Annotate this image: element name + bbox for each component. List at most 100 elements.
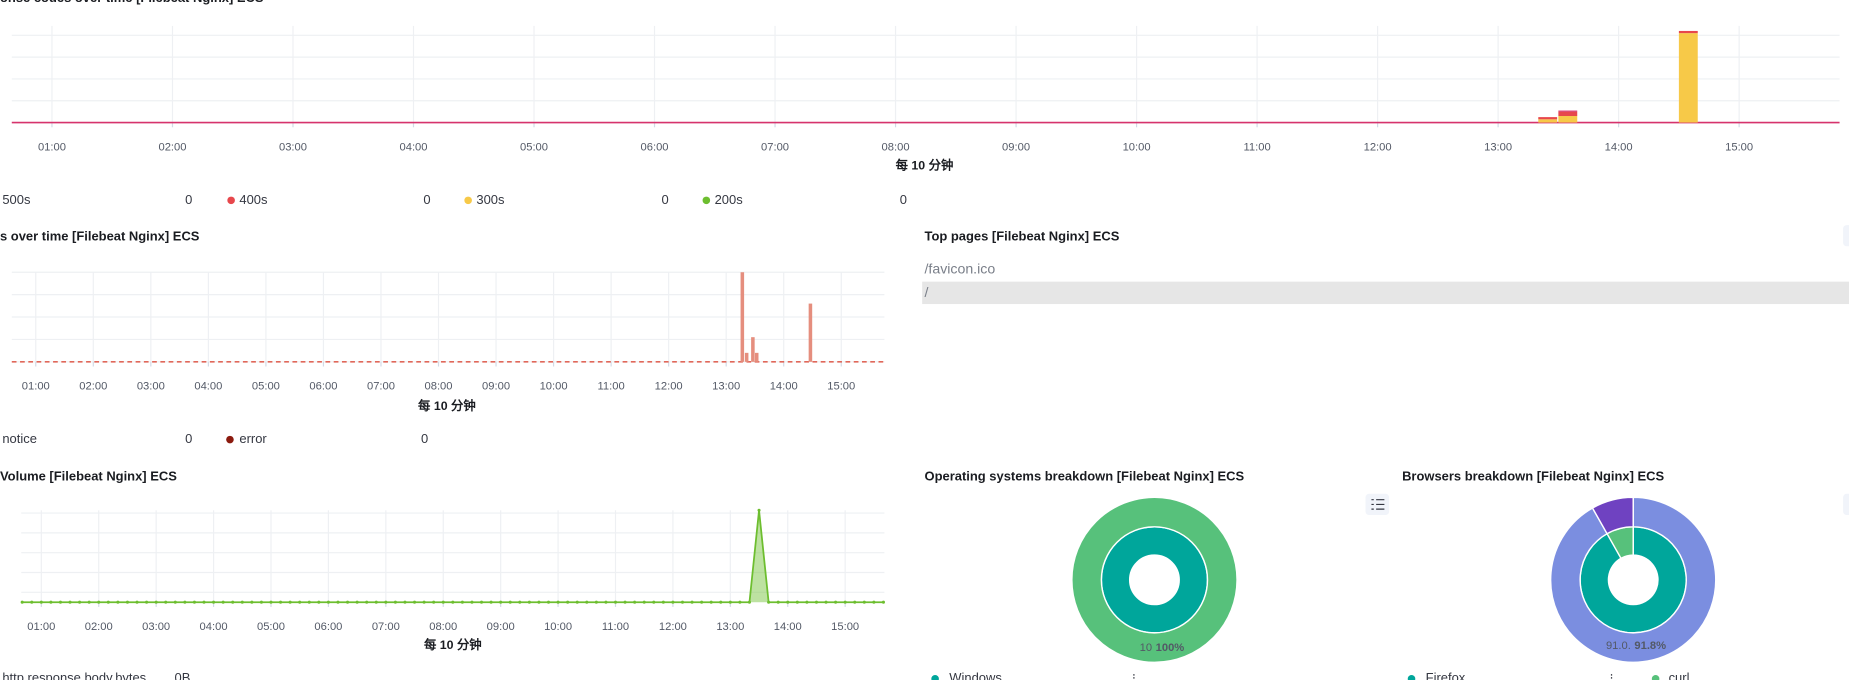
bar bbox=[1558, 116, 1578, 123]
x-tick-label: 01:00 bbox=[38, 141, 66, 153]
point bbox=[202, 600, 206, 604]
point bbox=[776, 600, 780, 604]
point bbox=[805, 600, 809, 604]
point bbox=[298, 600, 302, 604]
point bbox=[68, 600, 72, 604]
point bbox=[546, 600, 551, 604]
point bbox=[307, 600, 311, 604]
point bbox=[872, 600, 876, 604]
x-tick-label: 09:00 bbox=[487, 621, 515, 633]
point bbox=[183, 600, 187, 604]
x-tick-label: 14:00 bbox=[774, 621, 802, 633]
legend-value: 0 bbox=[185, 431, 192, 446]
x-tick-label: 07:00 bbox=[372, 621, 400, 633]
point bbox=[834, 600, 838, 604]
point bbox=[269, 600, 273, 604]
x-tick-label: 09:00 bbox=[1002, 141, 1030, 153]
x-tick-label: 05:00 bbox=[520, 141, 548, 153]
x-tick-label: 07:00 bbox=[761, 141, 789, 153]
point bbox=[20, 600, 24, 604]
x-tick-label: 06:00 bbox=[641, 141, 669, 153]
point bbox=[527, 600, 531, 604]
x-tick-label: 15:00 bbox=[827, 381, 855, 393]
point bbox=[422, 600, 426, 604]
point bbox=[403, 600, 407, 604]
legend-value: 0B bbox=[175, 670, 191, 680]
point bbox=[709, 600, 713, 604]
point bbox=[49, 600, 53, 604]
x-tick-label: 02:00 bbox=[158, 141, 186, 153]
point bbox=[116, 600, 120, 604]
point bbox=[212, 600, 216, 604]
x-tick-label: 04:00 bbox=[200, 621, 228, 633]
x-axis-title: 每 10 分钟 bbox=[418, 398, 476, 413]
point bbox=[633, 600, 637, 604]
bar bbox=[1558, 110, 1578, 112]
point bbox=[585, 600, 589, 604]
bar bbox=[1678, 30, 1698, 34]
x-tick-label: 04:00 bbox=[399, 141, 427, 153]
point bbox=[556, 600, 560, 604]
page-row[interactable]: / bbox=[925, 284, 929, 300]
legend-label: 300s bbox=[476, 192, 505, 207]
legend-label: 200s bbox=[715, 192, 744, 207]
point bbox=[795, 600, 799, 604]
bar bbox=[1538, 117, 1558, 120]
legend-label: 500s bbox=[2, 192, 31, 207]
x-tick-label: 06:00 bbox=[314, 621, 342, 633]
point bbox=[326, 600, 330, 604]
legend-label: error bbox=[239, 431, 267, 446]
point bbox=[594, 600, 598, 604]
point bbox=[393, 600, 397, 604]
legend-toggle[interactable] bbox=[1365, 493, 1390, 516]
point bbox=[881, 600, 885, 604]
point bbox=[78, 600, 82, 604]
slice-percent: 100% bbox=[1156, 642, 1185, 654]
x-tick-label: 08:00 bbox=[882, 141, 910, 153]
point bbox=[575, 600, 579, 604]
chart-title: Browsers breakdown [Filebeat Nginx] ECS bbox=[1402, 469, 1664, 484]
point bbox=[125, 600, 129, 604]
bar bbox=[754, 352, 759, 362]
point bbox=[460, 600, 464, 604]
point bbox=[767, 600, 771, 604]
edge-button[interactable] bbox=[1843, 493, 1849, 516]
point bbox=[824, 600, 828, 604]
point bbox=[374, 600, 378, 604]
x-tick-label: 14:00 bbox=[1605, 141, 1633, 153]
point bbox=[719, 600, 723, 604]
legend-icon[interactable]: ⁝ bbox=[1610, 672, 1614, 680]
page-row[interactable]: /favicon.ico bbox=[925, 261, 996, 277]
point bbox=[432, 600, 436, 604]
x-tick-label: 12:00 bbox=[659, 621, 687, 633]
bar bbox=[1538, 119, 1558, 123]
point bbox=[738, 600, 742, 604]
legend-dot bbox=[1651, 675, 1660, 680]
x-tick-label: 15:00 bbox=[1725, 141, 1753, 153]
point bbox=[690, 600, 694, 604]
x-tick-label: 10:00 bbox=[544, 621, 572, 633]
x-tick-label: 13:00 bbox=[1484, 141, 1512, 153]
pie-slice bbox=[1591, 496, 1634, 535]
x-axis-title: 每 10 分钟 bbox=[896, 157, 954, 172]
legend-icon[interactable]: ⁝ bbox=[1132, 672, 1136, 680]
edge-button[interactable] bbox=[1843, 225, 1849, 247]
point bbox=[814, 600, 818, 604]
x-tick-label: 01:00 bbox=[27, 621, 55, 633]
point bbox=[479, 600, 484, 604]
legend-label: Firefox bbox=[1426, 670, 1466, 680]
point bbox=[346, 600, 350, 604]
point bbox=[470, 600, 474, 604]
point bbox=[757, 508, 761, 512]
point bbox=[518, 600, 522, 604]
point bbox=[135, 600, 139, 604]
point bbox=[231, 600, 235, 604]
point bbox=[623, 600, 627, 604]
x-tick-label: 03:00 bbox=[137, 381, 165, 393]
point bbox=[154, 600, 158, 604]
point bbox=[652, 600, 656, 604]
legend-value: 0 bbox=[900, 192, 907, 207]
x-tick-label: 07:00 bbox=[367, 381, 395, 393]
x-tick-label: 12:00 bbox=[655, 381, 683, 393]
